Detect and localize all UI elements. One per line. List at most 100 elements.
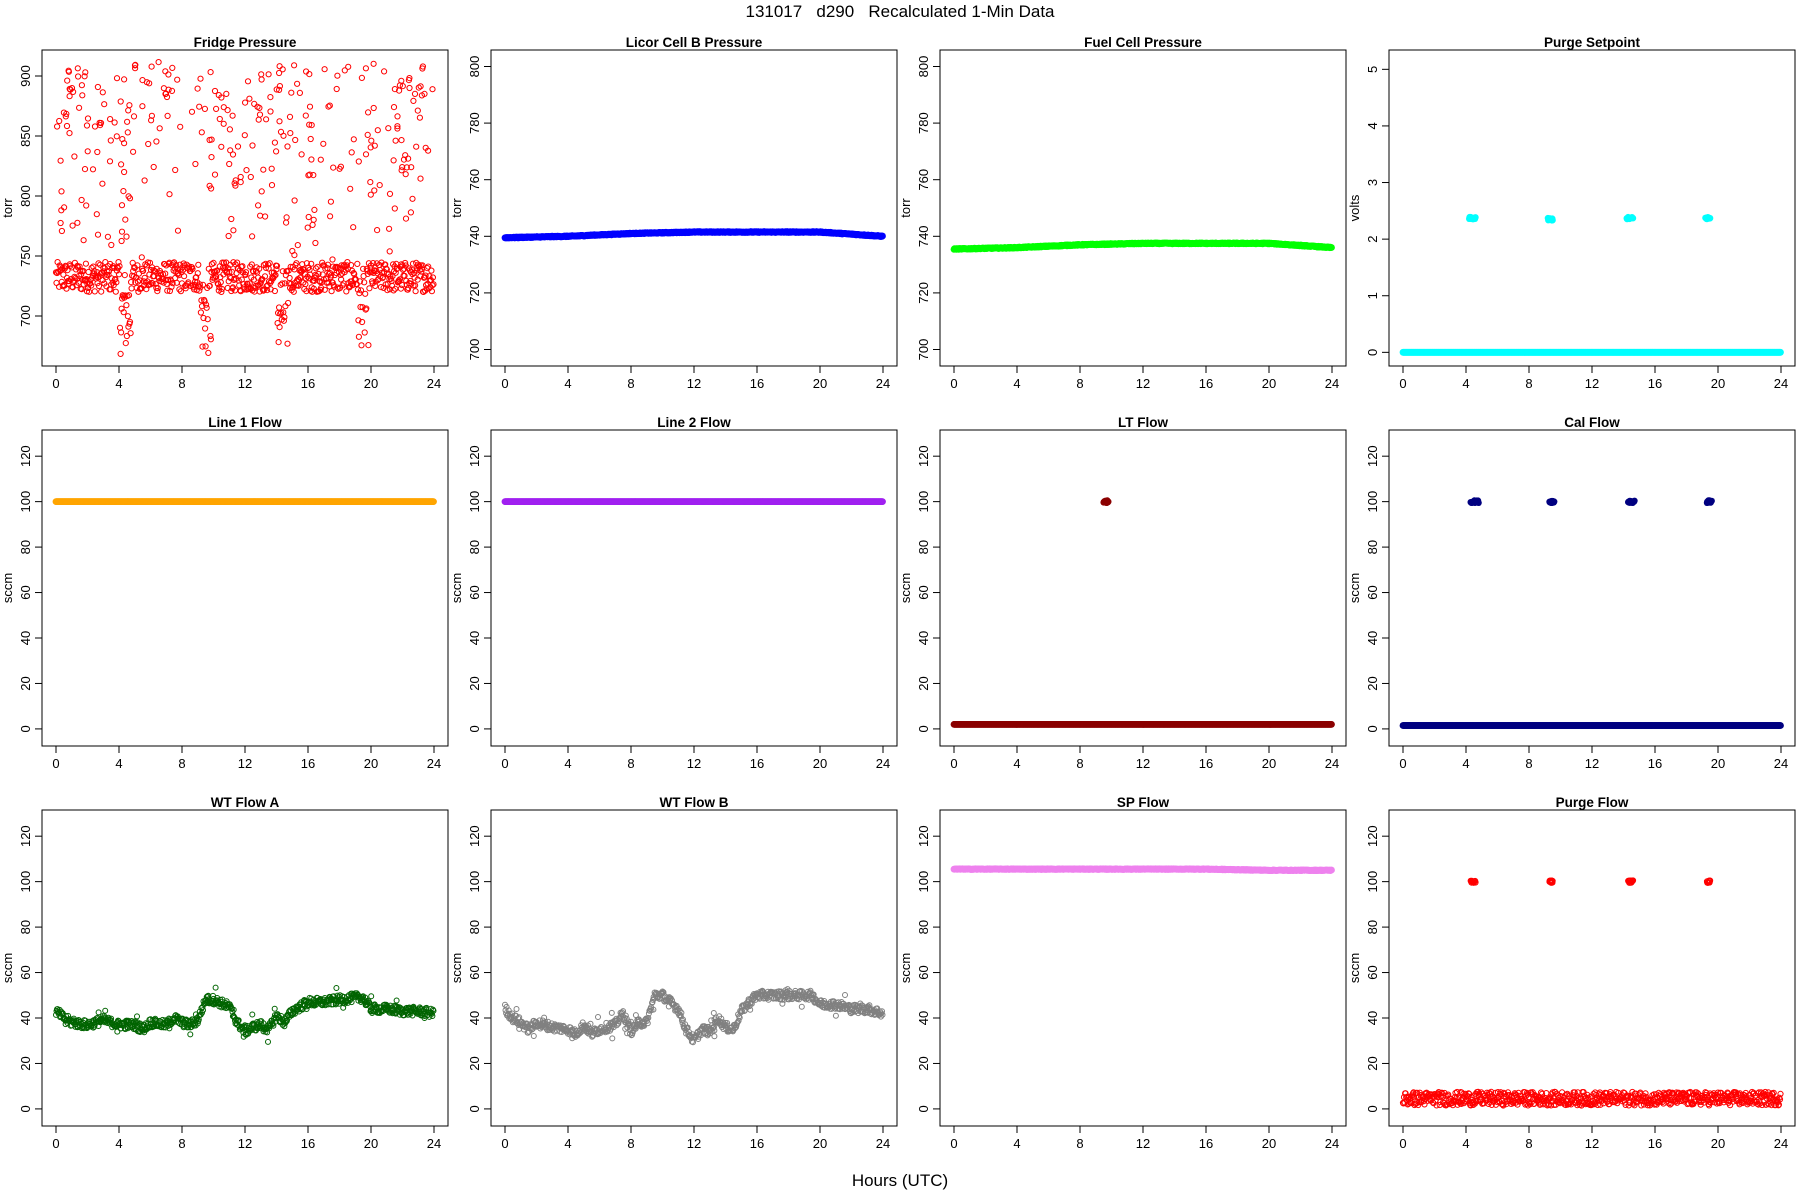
data-point	[262, 213, 269, 220]
data-point	[226, 126, 233, 133]
data-point	[134, 262, 141, 269]
data-point	[358, 342, 365, 349]
data-point	[258, 76, 265, 83]
data-point	[58, 188, 65, 195]
data-point	[251, 100, 258, 108]
data-point	[370, 60, 377, 67]
data-point	[69, 222, 76, 229]
data-point	[206, 182, 213, 189]
data-point	[362, 65, 369, 72]
data-point	[296, 89, 303, 97]
data-point	[172, 166, 179, 174]
data-point	[84, 115, 92, 122]
data-point	[260, 166, 267, 173]
data-point	[414, 107, 421, 114]
data-point	[198, 297, 205, 304]
y-axis-label: torr	[0, 198, 15, 218]
data-point	[276, 324, 283, 331]
x-tick-label: 0	[950, 756, 957, 771]
data-point	[82, 260, 90, 267]
plot-frame	[939, 429, 1347, 747]
panel-title: LT Flow	[1118, 415, 1168, 430]
data-point	[177, 123, 184, 130]
data-point	[132, 61, 139, 69]
data-point	[118, 228, 126, 235]
data-point	[141, 177, 148, 184]
data-point	[421, 90, 428, 98]
data-point	[268, 182, 276, 189]
panel-title: Fridge Pressure	[194, 35, 297, 50]
data-point	[63, 285, 70, 292]
data-point	[327, 198, 334, 205]
data-point	[279, 280, 286, 287]
data-point	[292, 136, 299, 144]
data-point	[428, 288, 435, 295]
data-points	[950, 239, 1335, 253]
data-point	[355, 317, 362, 324]
data-point	[217, 279, 224, 286]
y-tick-label: 700	[916, 339, 931, 361]
data-point	[263, 116, 270, 123]
data-point	[341, 67, 348, 74]
x-tick-label: 24	[427, 756, 441, 771]
data-point	[277, 310, 284, 317]
x-tick-label: 0	[501, 756, 508, 771]
data-point	[1777, 348, 1784, 356]
data-point	[326, 102, 333, 109]
data-point	[81, 73, 88, 80]
data-point	[146, 80, 153, 87]
y-tick-label: 900	[18, 65, 33, 87]
data-point	[402, 215, 410, 222]
panel-title: Line 1 Flow	[208, 415, 282, 430]
data-points	[501, 498, 886, 505]
data-point	[308, 122, 315, 129]
panel-title: Licor Cell B Pressure	[626, 35, 763, 50]
data-point	[197, 309, 204, 316]
data-point	[192, 160, 199, 168]
data-point	[386, 248, 393, 255]
data-point	[275, 339, 282, 346]
data-point	[218, 94, 225, 101]
y-axis-label: sccm	[898, 573, 913, 603]
y-tick-label: 20	[916, 676, 931, 690]
data-point	[362, 290, 369, 297]
data-point	[294, 242, 301, 249]
data-point	[365, 109, 372, 116]
data-point	[57, 219, 64, 227]
data-point	[399, 266, 407, 273]
data-point	[291, 62, 298, 69]
data-point	[1629, 215, 1637, 222]
data-point	[67, 262, 74, 269]
data-point	[429, 86, 436, 93]
data-point	[357, 303, 364, 311]
data-point	[136, 277, 143, 284]
data-point	[124, 313, 132, 320]
x-tick-label: 8	[178, 756, 185, 771]
data-point	[144, 259, 151, 266]
data-point	[279, 66, 286, 73]
x-tick-label: 0	[1399, 376, 1406, 391]
data-point	[108, 241, 115, 249]
data-point	[261, 273, 269, 280]
data-point	[286, 113, 294, 121]
data-point	[213, 105, 220, 113]
data-point	[121, 168, 128, 176]
data-point	[291, 252, 298, 259]
data-point	[255, 202, 262, 209]
x-tick-label: 0	[950, 376, 957, 391]
data-point	[128, 279, 135, 286]
data-point	[255, 116, 262, 123]
data-point	[227, 147, 234, 154]
data-point	[309, 288, 316, 295]
data-point	[257, 212, 264, 219]
data-point	[381, 68, 388, 75]
data-point	[290, 288, 297, 295]
data-point	[127, 330, 134, 337]
data-point	[418, 268, 425, 275]
data-point	[368, 137, 375, 144]
data-point	[113, 133, 120, 140]
data-point	[93, 211, 100, 218]
data-point	[398, 261, 405, 268]
data-point	[266, 260, 273, 267]
